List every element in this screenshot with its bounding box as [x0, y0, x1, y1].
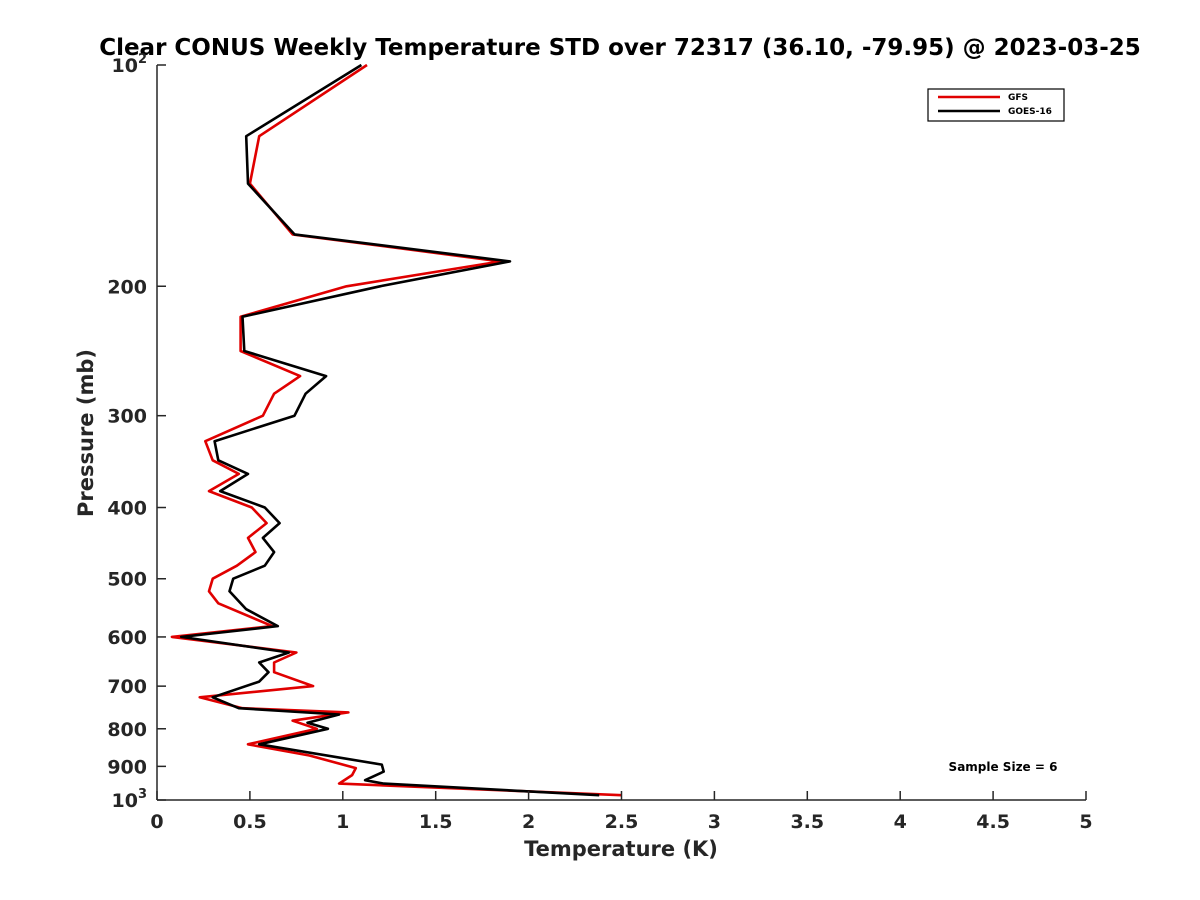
plot-area: [170, 63, 622, 797]
y-tick-label: 700: [107, 676, 147, 698]
x-tick-label: 0: [150, 811, 163, 833]
legend: GFS GOES-16: [927, 88, 1065, 122]
y-tick-label: 900: [107, 756, 147, 778]
chart-title: Clear CONUS Weekly Temperature STD over …: [99, 35, 1141, 61]
series-line-gfs: [170, 63, 622, 797]
legend-box: [927, 88, 1065, 122]
legend-label-gfs: GFS: [1008, 93, 1028, 103]
y-tick-label: 600: [107, 627, 147, 649]
legend-label-goes16: GOES-16: [1008, 107, 1052, 117]
y-tick-label: 800: [107, 719, 147, 741]
series-layer: [170, 63, 622, 797]
x-tick-label: 2: [522, 811, 535, 833]
x-tick-label: 0.5: [233, 811, 267, 833]
series-line-goes-16: [179, 63, 600, 797]
y-ticks: 102 200 300 400 500 600 700 800 900 103: [107, 52, 166, 812]
y-tick-label: 200: [107, 276, 147, 298]
y-tick-label: 103: [112, 787, 148, 812]
x-tick-label: 1: [336, 811, 349, 833]
y-axis-label: Pressure (mb): [74, 349, 98, 517]
x-tick-label: 4.5: [976, 811, 1010, 833]
x-tick-label: 2.5: [605, 811, 639, 833]
x-ticks: 0 0.5 1 1.5 2 2.5 3 3.5 4 4.5 5: [150, 791, 1093, 833]
y-tick-label: 102: [112, 52, 148, 77]
x-tick-label: 4: [894, 811, 907, 833]
y-tick-label: 400: [107, 498, 147, 520]
axes: 0 0.5 1 1.5 2 2.5 3 3.5 4 4.5 5 102 200 300 400 500 600…: [107, 52, 1092, 833]
sample-size-annotation: Sample Size = 6: [949, 760, 1058, 774]
x-tick-label: 5: [1079, 811, 1092, 833]
x-tick-label: 3.5: [790, 811, 824, 833]
y-tick-label: 300: [107, 406, 147, 428]
x-tick-label: 3: [708, 811, 721, 833]
x-axis-label: Temperature (K): [524, 837, 718, 861]
y-tick-label: 500: [107, 569, 147, 591]
x-tick-label: 1.5: [419, 811, 453, 833]
